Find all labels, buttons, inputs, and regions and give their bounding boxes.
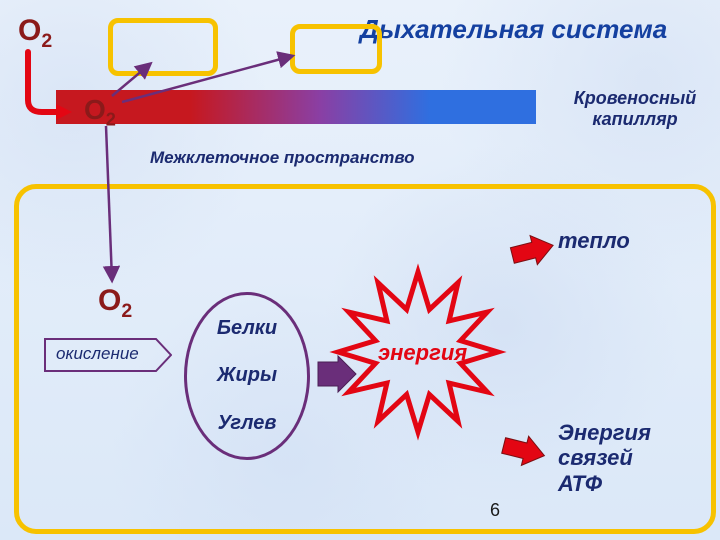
capillary-label-line2: капилляр: [592, 109, 677, 129]
capillary-label: Кровеносный капилляр: [560, 88, 710, 129]
atp-line3: АТФ: [558, 471, 602, 496]
o2-cell-label: О2: [98, 284, 132, 323]
oxidation-tag-label: окисление: [56, 344, 139, 364]
capillary-label-line1: Кровеносный: [574, 88, 697, 108]
energy-burst-label: энергия: [378, 340, 467, 366]
o2-capillary-label: О2: [84, 94, 116, 131]
atp-line2: связей: [558, 445, 633, 470]
nutrient-item: Жиры: [217, 364, 277, 387]
title-text: Дыхательная система: [360, 14, 667, 44]
capillary-bar: [56, 90, 536, 124]
atp-label: Энергия связей АТФ: [558, 420, 651, 496]
o2-top-label: О2: [18, 14, 52, 53]
nutrients-oval: Белки Жиры Углев: [184, 292, 310, 460]
nutrient-item: Углев: [218, 412, 277, 435]
page-title: Дыхательная система: [360, 14, 667, 45]
interspace-label: Межклеточное пространство: [150, 148, 415, 168]
page-number: 6: [490, 500, 500, 521]
empty-box-1: [108, 18, 218, 76]
nutrient-item: Белки: [217, 317, 277, 340]
atp-line1: Энергия: [558, 420, 651, 445]
empty-box-2: [290, 24, 382, 74]
heat-label: тепло: [558, 228, 630, 253]
